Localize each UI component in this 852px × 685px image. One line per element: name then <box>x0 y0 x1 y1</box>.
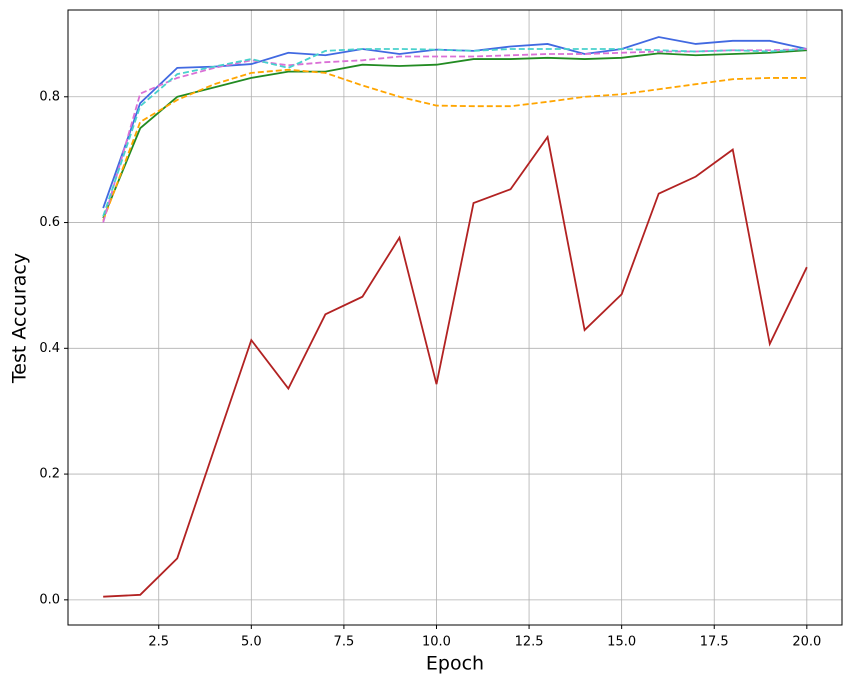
y-axis-label: Test Accuracy <box>9 253 31 384</box>
y-tick-label: 0.6 <box>39 215 60 230</box>
x-tick-label: 5.0 <box>241 635 262 650</box>
y-tick-label: 0.0 <box>39 592 60 607</box>
x-tick-label: 17.5 <box>700 635 729 650</box>
series-line <box>103 134 808 598</box>
x-tick-label: 20.0 <box>792 635 821 650</box>
series-line <box>102 49 807 219</box>
x-tick-label: 12.5 <box>515 635 544 650</box>
x-tick-label: 15.0 <box>607 635 636 650</box>
x-tick-label: 2.5 <box>148 635 169 650</box>
series-line <box>102 68 807 221</box>
plot-frame <box>67 9 843 626</box>
series-line <box>102 48 807 223</box>
x-tick-label: 7.5 <box>334 635 355 650</box>
y-tick-label: 0.4 <box>39 341 60 356</box>
x-tick-label: 10.0 <box>422 635 451 650</box>
y-tick-label: 0.2 <box>39 467 60 482</box>
series-line <box>102 48 807 217</box>
y-tick-label: 0.8 <box>39 89 60 104</box>
x-axis-label: Epoch <box>426 653 484 675</box>
